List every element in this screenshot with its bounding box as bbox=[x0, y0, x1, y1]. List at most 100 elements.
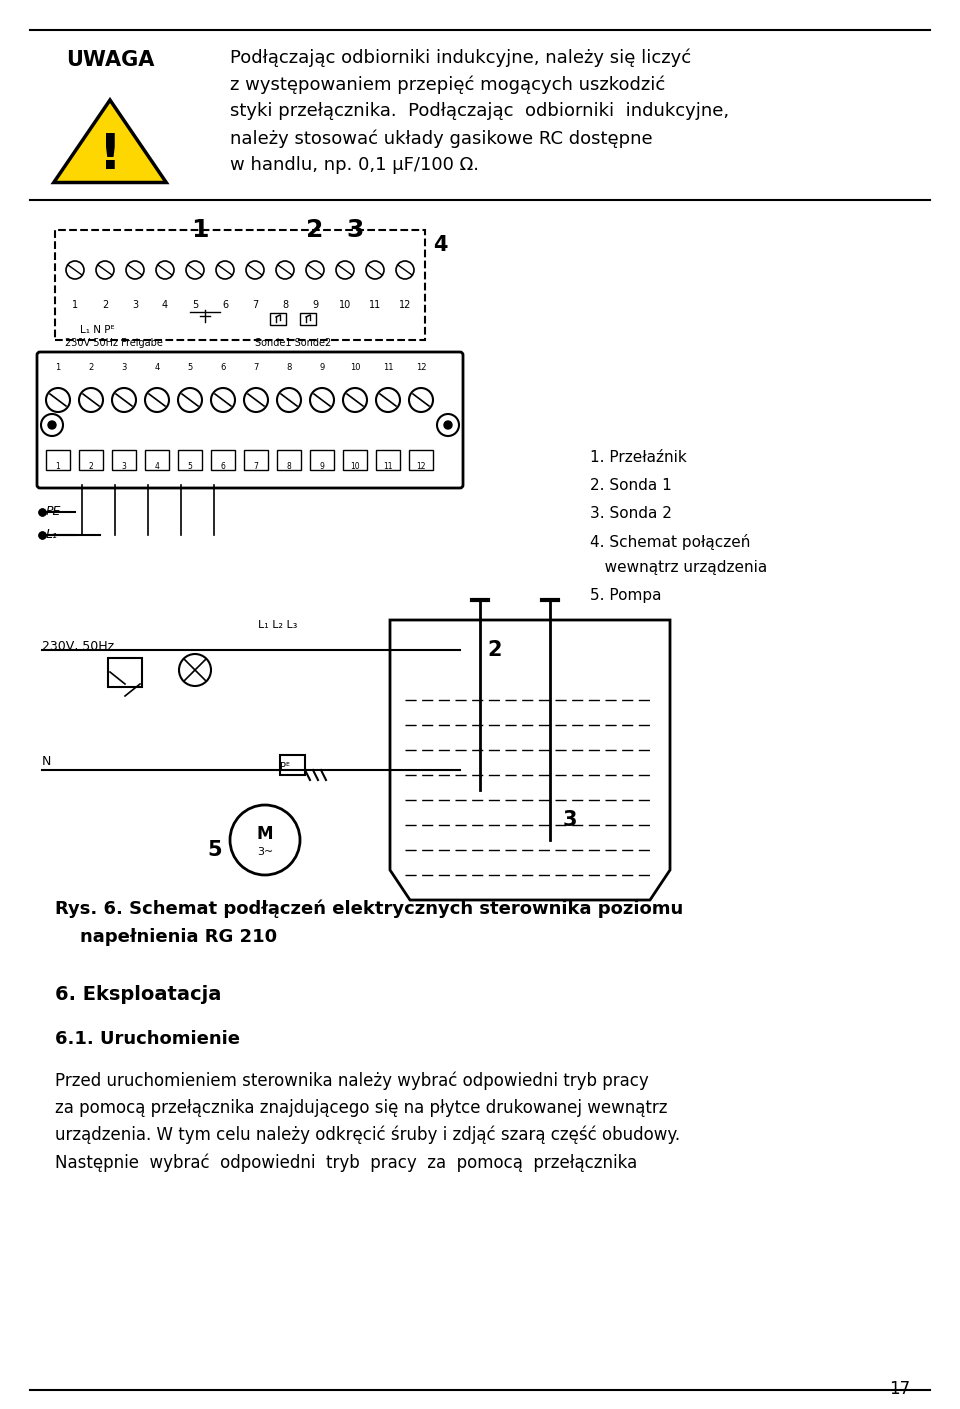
Text: 10: 10 bbox=[349, 364, 360, 372]
FancyBboxPatch shape bbox=[145, 449, 169, 471]
Text: 1: 1 bbox=[72, 300, 78, 310]
Text: L₁ N Pᴱ: L₁ N Pᴱ bbox=[80, 325, 114, 335]
Text: 11: 11 bbox=[383, 364, 394, 372]
Text: 9: 9 bbox=[320, 462, 324, 471]
Text: 3: 3 bbox=[132, 300, 138, 310]
Circle shape bbox=[310, 387, 334, 411]
Text: styki przełącznika.  Podłączając  odbiorniki  indukcyjne,: styki przełącznika. Podłączając odbiorni… bbox=[230, 101, 730, 120]
Circle shape bbox=[343, 387, 367, 411]
Text: 5: 5 bbox=[187, 462, 192, 471]
Text: PE: PE bbox=[46, 504, 61, 519]
Text: należy stosować układy gasikowe RC dostępne: należy stosować układy gasikowe RC dostę… bbox=[230, 130, 653, 148]
Text: 12: 12 bbox=[398, 300, 411, 310]
Circle shape bbox=[41, 414, 63, 435]
Circle shape bbox=[437, 414, 459, 435]
Text: Następnie  wybrać  odpowiedni  tryb  pracy  za  pomocą  przełącznika: Następnie wybrać odpowiedni tryb pracy z… bbox=[55, 1153, 637, 1171]
Text: 12: 12 bbox=[416, 364, 426, 372]
Text: 8: 8 bbox=[282, 300, 288, 310]
Text: 5: 5 bbox=[187, 364, 193, 372]
Text: 1: 1 bbox=[56, 364, 60, 372]
Text: 3. Sonda 2: 3. Sonda 2 bbox=[590, 506, 672, 521]
Text: 6: 6 bbox=[222, 300, 228, 310]
Text: 3~: 3~ bbox=[257, 847, 274, 857]
Text: z występowaniem przepięć mogących uszkodzić: z występowaniem przepięć mogących uszkod… bbox=[230, 75, 665, 93]
Text: 4. Schemat połączeń: 4. Schemat połączeń bbox=[590, 534, 751, 550]
Text: 10: 10 bbox=[350, 462, 360, 471]
Circle shape bbox=[178, 387, 202, 411]
Text: 8: 8 bbox=[286, 364, 292, 372]
Text: 2: 2 bbox=[306, 218, 324, 242]
Text: 230V 50Hz Freigabe: 230V 50Hz Freigabe bbox=[65, 338, 163, 348]
Text: Pᴱ: Pᴱ bbox=[280, 762, 290, 772]
FancyBboxPatch shape bbox=[409, 449, 433, 471]
Circle shape bbox=[244, 387, 268, 411]
Circle shape bbox=[376, 387, 400, 411]
Text: 5: 5 bbox=[192, 300, 198, 310]
Circle shape bbox=[444, 421, 452, 428]
Text: 6: 6 bbox=[220, 364, 226, 372]
Text: 4: 4 bbox=[155, 462, 159, 471]
Text: 4: 4 bbox=[162, 300, 168, 310]
FancyBboxPatch shape bbox=[46, 449, 70, 471]
Text: 4: 4 bbox=[433, 235, 447, 255]
Circle shape bbox=[145, 387, 169, 411]
Text: UWAGA: UWAGA bbox=[66, 49, 155, 70]
Text: w handlu, np. 0,1 μF/100 Ω.: w handlu, np. 0,1 μF/100 Ω. bbox=[230, 156, 479, 173]
Text: 2: 2 bbox=[88, 462, 93, 471]
Text: 5: 5 bbox=[207, 840, 223, 859]
Text: 8: 8 bbox=[287, 462, 292, 471]
FancyBboxPatch shape bbox=[244, 449, 268, 471]
Circle shape bbox=[79, 387, 103, 411]
Text: 7: 7 bbox=[252, 300, 258, 310]
Text: urządzenia. W tym celu należy odkręcić śruby i zdjąć szarą część obudowy.: urządzenia. W tym celu należy odkręcić ś… bbox=[55, 1126, 680, 1144]
Polygon shape bbox=[390, 620, 670, 900]
Text: 3: 3 bbox=[563, 810, 577, 830]
Text: 4: 4 bbox=[155, 364, 159, 372]
Circle shape bbox=[277, 387, 301, 411]
Text: L₁: L₁ bbox=[46, 528, 58, 541]
Text: 6. Eksploatacja: 6. Eksploatacja bbox=[55, 985, 222, 1005]
Text: 1: 1 bbox=[191, 218, 208, 242]
Text: 1: 1 bbox=[56, 462, 60, 471]
Text: 3: 3 bbox=[347, 218, 364, 242]
FancyBboxPatch shape bbox=[79, 449, 103, 471]
FancyBboxPatch shape bbox=[178, 449, 202, 471]
Text: 230V, 50Hz: 230V, 50Hz bbox=[42, 640, 114, 652]
Text: za pomocą przełącznika znajdującego się na płytce drukowanej wewnątrz: za pomocą przełącznika znajdującego się … bbox=[55, 1099, 667, 1117]
Text: 2. Sonda 1: 2. Sonda 1 bbox=[590, 478, 672, 493]
Text: 7: 7 bbox=[253, 462, 258, 471]
Polygon shape bbox=[54, 100, 166, 183]
Text: 9: 9 bbox=[320, 364, 324, 372]
FancyBboxPatch shape bbox=[211, 449, 235, 471]
Text: 1. Przełaźnik: 1. Przełaźnik bbox=[590, 449, 686, 465]
Circle shape bbox=[230, 805, 300, 875]
Text: L₁ L₂ L₃: L₁ L₂ L₃ bbox=[258, 620, 298, 630]
Text: 6.1. Uruchomienie: 6.1. Uruchomienie bbox=[55, 1030, 240, 1048]
Text: 2: 2 bbox=[88, 364, 94, 372]
Text: 9: 9 bbox=[312, 300, 318, 310]
Text: Rys. 6. Schemat podłączeń elektrycznych sterownika poziomu: Rys. 6. Schemat podłączeń elektrycznych … bbox=[55, 900, 684, 919]
FancyBboxPatch shape bbox=[343, 449, 367, 471]
FancyBboxPatch shape bbox=[112, 449, 136, 471]
Text: 10: 10 bbox=[339, 300, 351, 310]
FancyBboxPatch shape bbox=[376, 449, 400, 471]
Text: N: N bbox=[42, 755, 52, 768]
Text: 12: 12 bbox=[417, 462, 425, 471]
Text: 5. Pompa: 5. Pompa bbox=[590, 588, 661, 603]
Text: 2: 2 bbox=[488, 640, 502, 659]
Text: 3: 3 bbox=[122, 462, 127, 471]
Text: M: M bbox=[256, 826, 274, 843]
Text: Sonde1 Sonde2: Sonde1 Sonde2 bbox=[255, 338, 331, 348]
Text: 11: 11 bbox=[369, 300, 381, 310]
Circle shape bbox=[211, 387, 235, 411]
Text: 2: 2 bbox=[102, 300, 108, 310]
Text: napełnienia RG 210: napełnienia RG 210 bbox=[55, 929, 277, 945]
Circle shape bbox=[46, 387, 70, 411]
Text: 6: 6 bbox=[221, 462, 226, 471]
Text: 11: 11 bbox=[383, 462, 393, 471]
FancyBboxPatch shape bbox=[277, 449, 301, 471]
Circle shape bbox=[48, 421, 56, 428]
Text: 3: 3 bbox=[121, 364, 127, 372]
Text: Podłączając odbiorniki indukcyjne, należy się liczyć: Podłączając odbiorniki indukcyjne, należ… bbox=[230, 48, 691, 66]
Text: Przed uruchomieniem sterownika należy wybrać odpowiedni tryb pracy: Przed uruchomieniem sterownika należy wy… bbox=[55, 1072, 649, 1091]
